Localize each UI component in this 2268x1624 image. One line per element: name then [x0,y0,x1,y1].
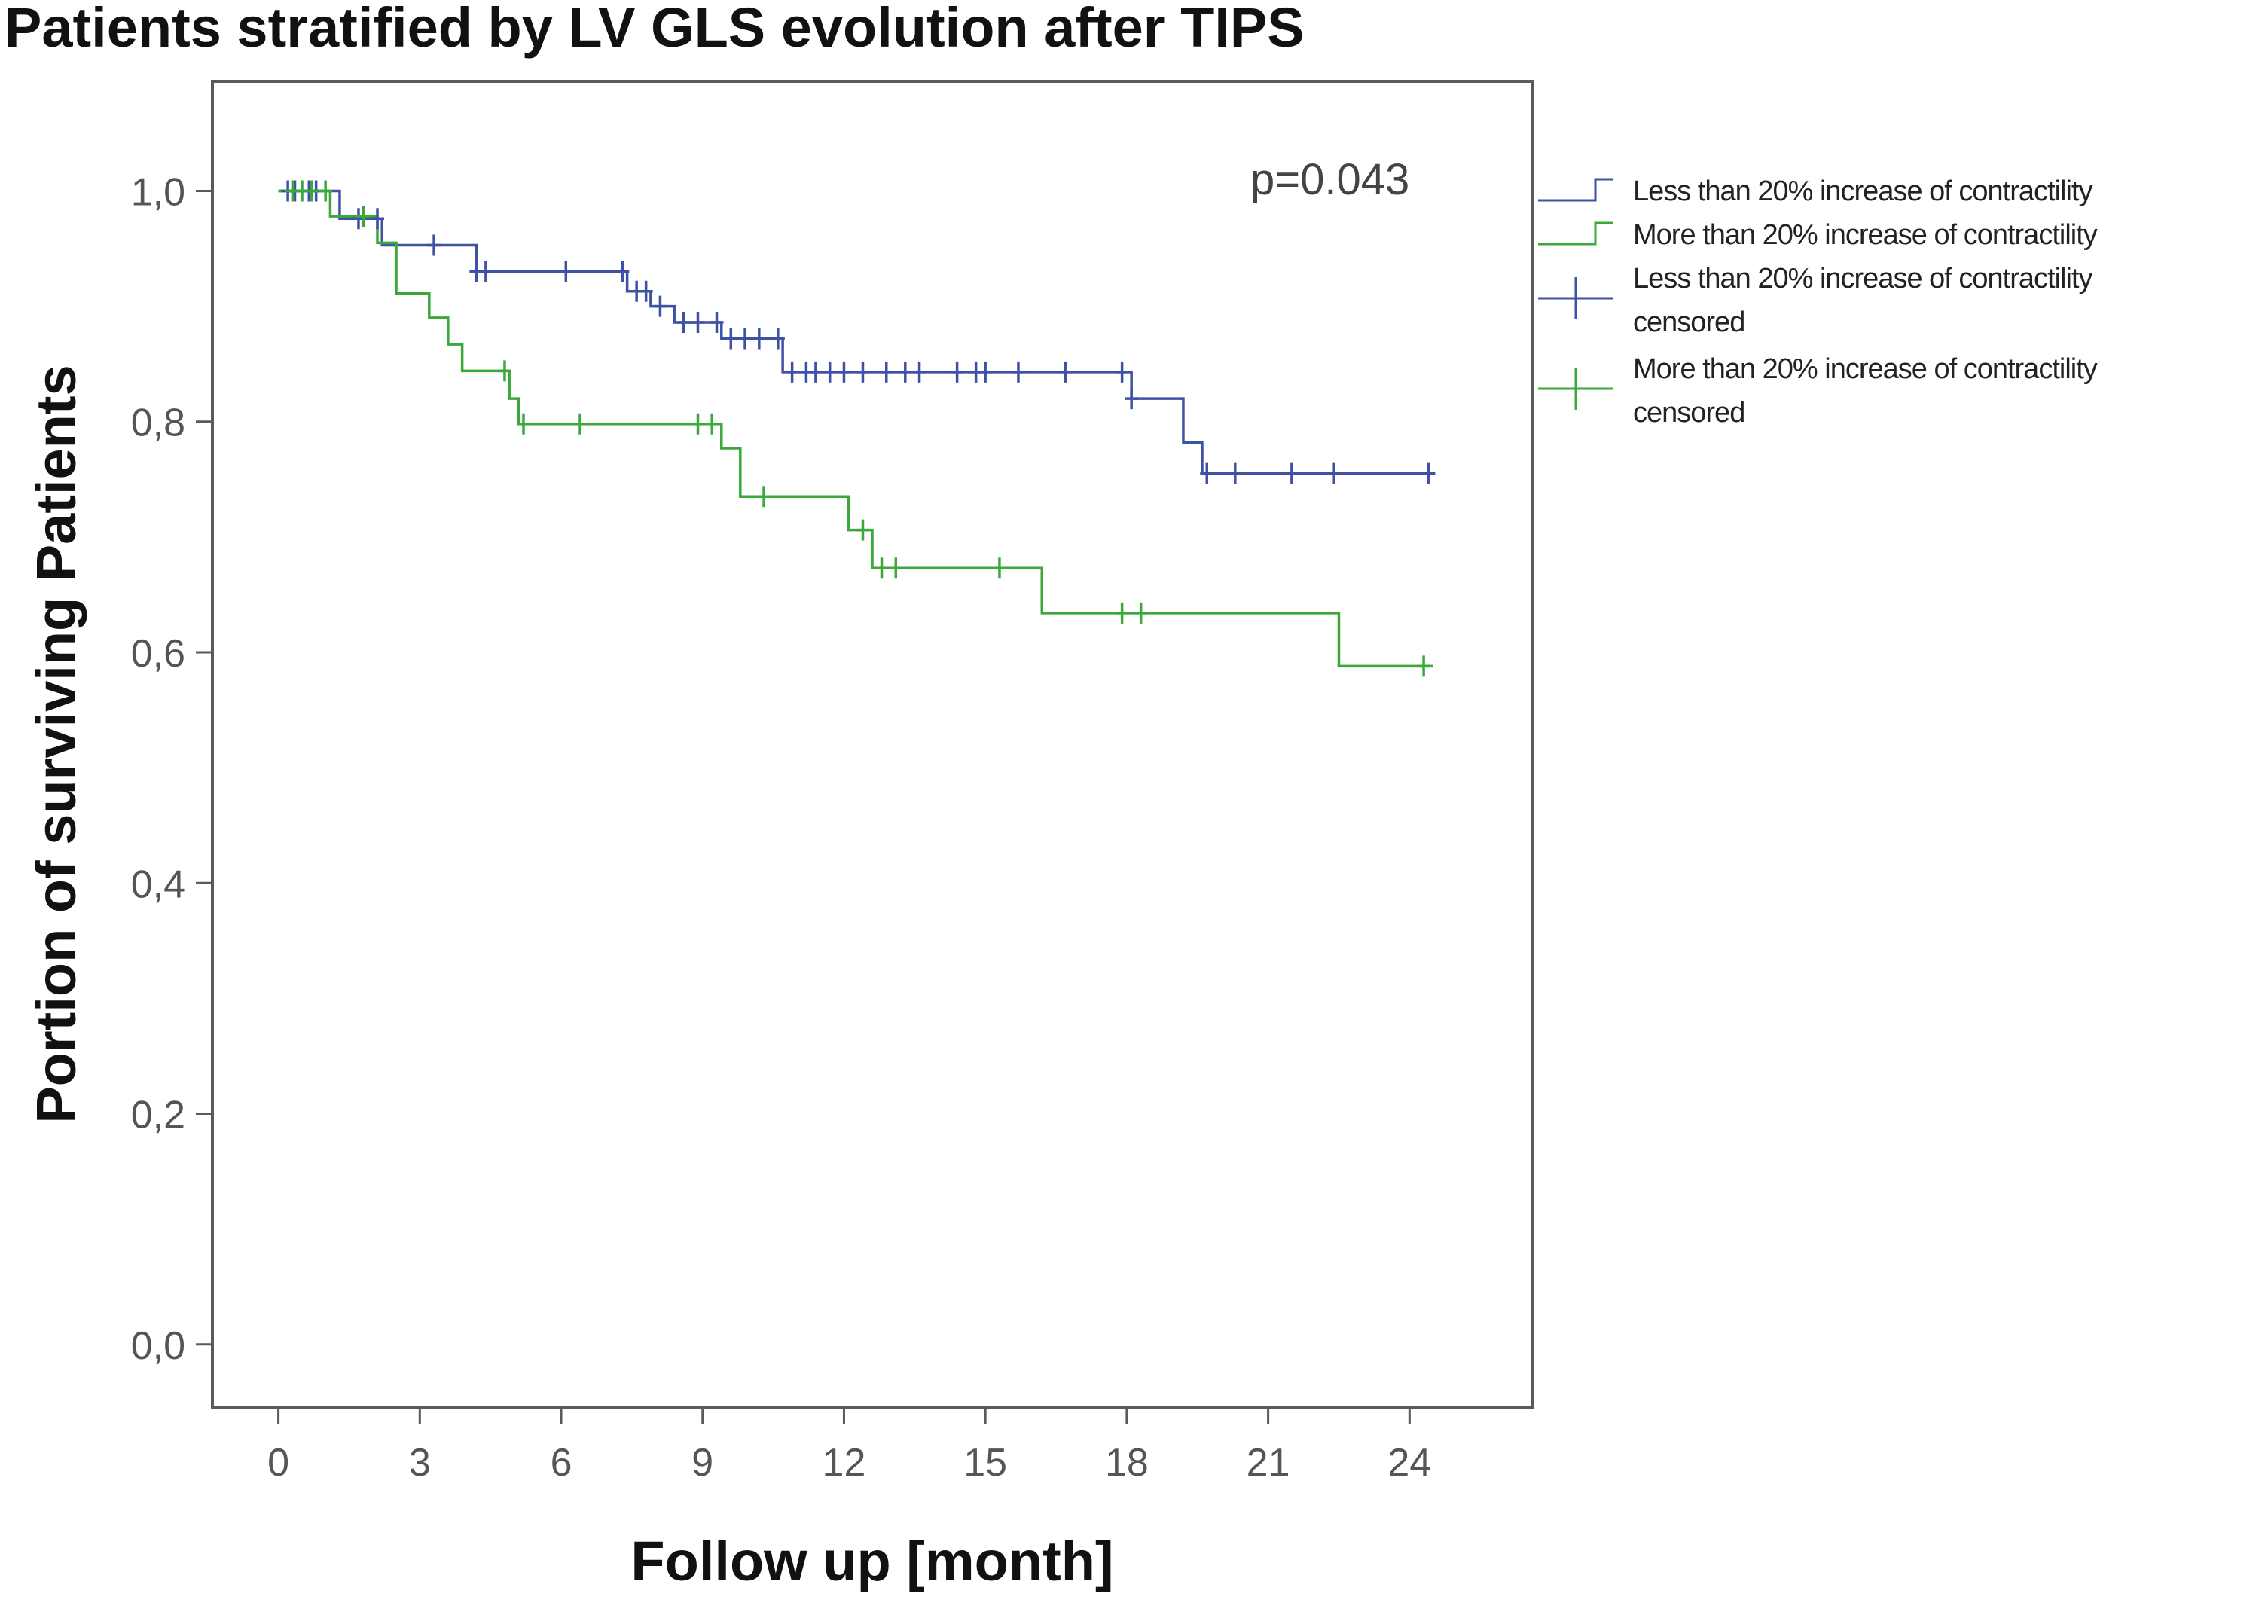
censor-mark-series-2 [705,413,719,435]
censor-mark-series-1 [1421,462,1436,484]
censor-mark-series-1 [710,312,724,334]
censor-mark-series-1 [978,361,993,383]
legend-censor-swatch-series-1 [1538,277,1613,319]
y-tick-label: 1,0 [131,170,185,214]
censor-mark-series-1 [771,328,785,350]
legend-label-series-2: More than 20% increase of contractility [1633,219,2098,251]
y-tick-label: 0,6 [131,632,185,676]
censor-mark-series-2 [856,519,870,541]
censor-mark-series-1 [1011,361,1025,383]
plot-frame [211,80,1534,1409]
censor-mark-series-2 [319,180,333,202]
y-tick-label: 0,4 [131,862,185,906]
censor-mark-series-1 [912,361,926,383]
censor-mark-series-1 [1228,462,1242,484]
y-tick-label: 0,0 [131,1324,185,1368]
legend: Less than 20% increase of contractility M… [1538,176,2099,429]
censor-mark-series-1 [676,312,691,334]
x-tick-label: 6 [551,1441,572,1485]
censor-mark-series-1 [837,361,851,383]
censor-mark-series-1 [1058,361,1073,383]
censor-mark-series-1 [785,361,799,383]
legend-label-series-1: Less than 20% increase of contractility [1633,176,2092,207]
censor-mark-series-1 [738,328,752,350]
censor-mark-series-2 [757,486,771,508]
censor-mark-series-1 [639,280,653,302]
censor-mark-series-1 [615,261,630,282]
legend-swatch-series-1 [1538,178,1613,202]
chart-title: Patients stratified by LV GLS evolution … [5,0,1305,59]
y-tick-label: 0,8 [131,401,185,445]
censor-mark-series-1 [427,234,441,256]
censor-mark-series-2 [356,206,371,227]
censor-mark-series-2 [1115,602,1129,624]
x-tick-label: 15 [963,1441,1007,1485]
censor-mark-series-1 [371,208,384,230]
censor-mark-series-1 [1125,388,1139,410]
censor-mark-series-2 [1134,602,1148,624]
censor-mark-series-2 [1417,655,1431,677]
censor-mark-series-1 [752,328,766,350]
x-tick-label: 3 [409,1441,431,1485]
x-tick-label: 12 [823,1441,866,1485]
censor-mark-series-1 [823,361,837,383]
censor-mark-series-1 [856,361,870,383]
survival-curve-series-1 [278,189,1433,475]
x-tick-label: 0 [267,1441,289,1485]
y-axis-label: Portion of surviving Patients [25,365,87,1123]
censor-mark-series-1 [653,295,667,317]
x-axis-label: Follow up [month] [630,1530,1113,1592]
censor-mark-series-1 [1115,361,1129,383]
censor-mark-series-1 [691,312,705,334]
censor-mark-series-1 [724,328,738,350]
x-tick-label: 21 [1247,1441,1290,1485]
censor-mark-series-2 [875,557,889,579]
x-tick-label: 18 [1105,1441,1149,1485]
censor-mark-series-1 [1327,462,1342,484]
legend-censor-swatch-series-2 [1538,368,1613,410]
censor-marks [281,180,1436,677]
censor-mark-series-2 [573,413,588,435]
censor-mark-series-1 [950,361,964,383]
censor-mark-series-1 [879,361,893,383]
censor-mark-series-2 [516,413,530,435]
censor-mark-series-1 [808,361,823,383]
censor-mark-series-2 [304,180,319,202]
y-tick-label: 0,2 [131,1094,185,1137]
censor-mark-series-1 [1284,462,1299,484]
censor-mark-series-1 [898,361,912,383]
legend-swatch-series-2 [1538,221,1613,246]
censor-mark-series-2 [691,413,705,435]
censor-mark-series-1 [1200,462,1214,484]
x-tick-label: 24 [1387,1441,1431,1485]
legend-censored-label-series-1: Less than 20% increase of contractility c… [1633,263,2092,338]
censor-mark-series-2 [992,557,1006,579]
p-value-annotation: p=0.043 [1250,155,1409,204]
censor-mark-series-2 [889,557,903,579]
x-tick-label: 9 [691,1441,713,1485]
censor-mark-series-1 [478,261,493,282]
censor-mark-series-2 [497,360,511,382]
legend-censored-label-series-2: More than 20% increase of contractility c… [1633,353,2098,429]
axis-ticks: 0 3 6 9 12 15 18 21 24 0,0 0,2 0,4 0,6 0,8 1,0 [131,170,1432,1485]
censor-mark-series-1 [559,261,573,282]
